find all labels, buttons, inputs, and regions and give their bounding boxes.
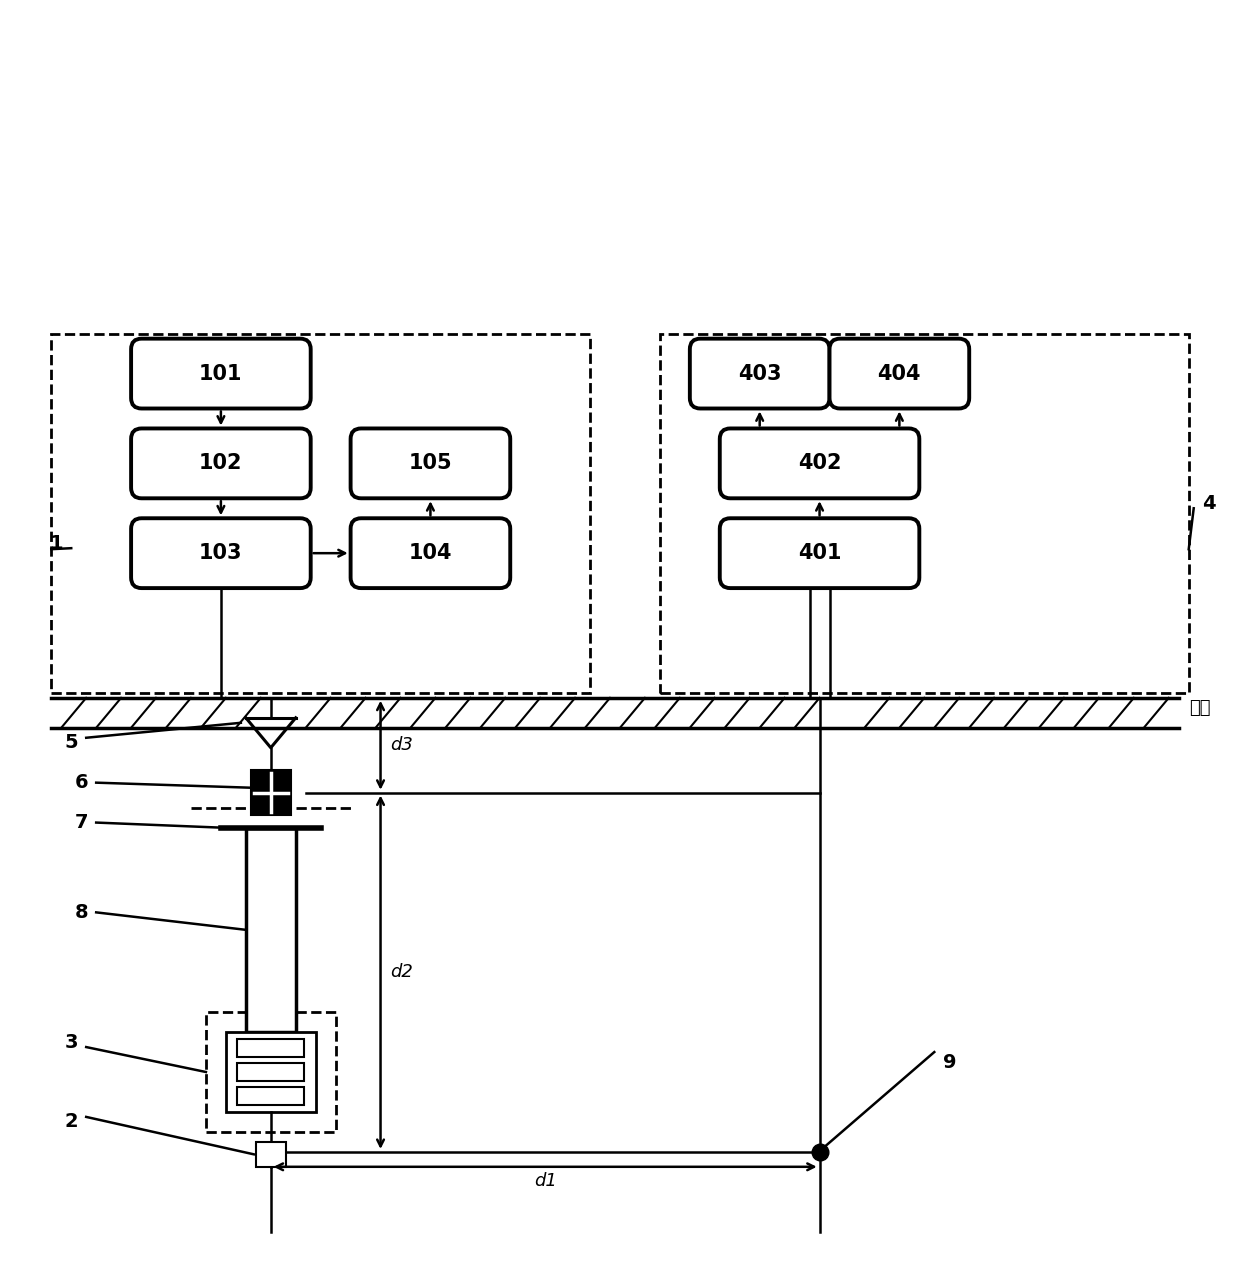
- Text: 4: 4: [1202, 494, 1215, 513]
- Text: 104: 104: [409, 543, 453, 563]
- Bar: [237, 1087, 305, 1105]
- Bar: [660, 333, 1189, 693]
- Text: 5: 5: [64, 734, 78, 753]
- FancyBboxPatch shape: [351, 428, 510, 499]
- Bar: [206, 1012, 336, 1132]
- Bar: [250, 770, 290, 815]
- Text: 3: 3: [64, 1033, 78, 1052]
- Text: 103: 103: [200, 543, 243, 563]
- Text: 水面: 水面: [1189, 698, 1210, 717]
- Text: 403: 403: [738, 364, 781, 384]
- Bar: [226, 1032, 316, 1111]
- Text: d2: d2: [391, 964, 413, 981]
- FancyBboxPatch shape: [719, 518, 919, 589]
- Text: 7: 7: [74, 813, 88, 832]
- FancyBboxPatch shape: [131, 338, 311, 408]
- Text: 9: 9: [942, 1052, 956, 1071]
- Text: 401: 401: [797, 543, 841, 563]
- Text: 101: 101: [200, 364, 243, 384]
- Bar: [51, 333, 590, 693]
- Text: 402: 402: [797, 453, 841, 474]
- FancyBboxPatch shape: [131, 428, 311, 499]
- Text: 2: 2: [64, 1113, 78, 1132]
- Text: 1: 1: [50, 534, 63, 553]
- Text: d3: d3: [391, 736, 413, 754]
- FancyBboxPatch shape: [830, 338, 970, 408]
- Bar: [237, 1039, 305, 1057]
- FancyBboxPatch shape: [131, 518, 311, 589]
- FancyBboxPatch shape: [351, 518, 510, 589]
- Text: 404: 404: [878, 364, 921, 384]
- Text: 8: 8: [74, 903, 88, 922]
- Text: 105: 105: [409, 453, 453, 474]
- FancyBboxPatch shape: [719, 428, 919, 499]
- Text: 102: 102: [200, 453, 243, 474]
- Text: d1: d1: [533, 1172, 557, 1190]
- Bar: [246, 827, 295, 1032]
- Text: 6: 6: [74, 773, 88, 792]
- FancyBboxPatch shape: [689, 338, 830, 408]
- Bar: [237, 1063, 305, 1081]
- Bar: [255, 1142, 285, 1167]
